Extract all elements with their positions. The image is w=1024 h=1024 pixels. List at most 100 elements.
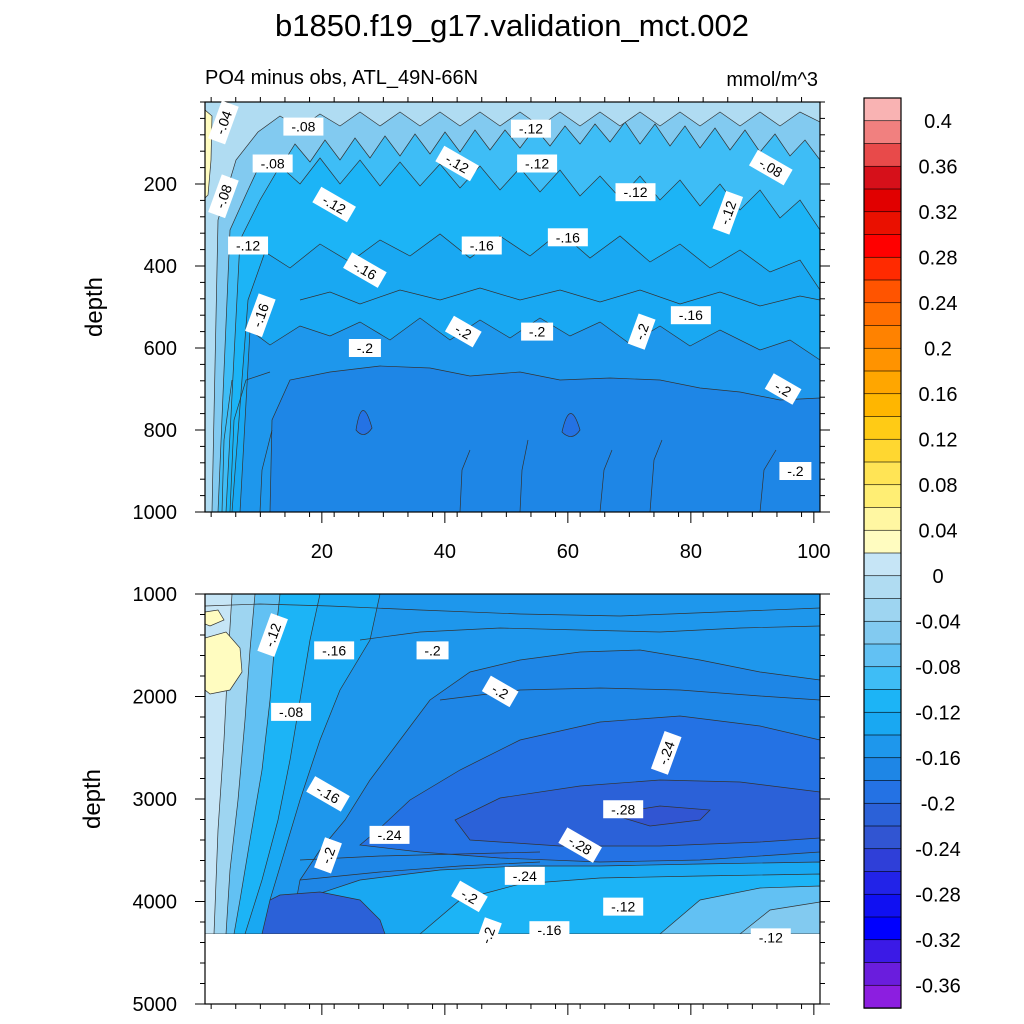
contour-label: -.08 xyxy=(271,702,312,721)
contour-label-box xyxy=(369,825,410,844)
contour-label-box xyxy=(306,776,350,812)
colorbar-label: -0.12 xyxy=(915,702,961,724)
contour-label-box xyxy=(481,675,519,708)
contour-label-box xyxy=(461,236,502,255)
colorbar-swatch xyxy=(863,689,902,713)
contour-label-text: -.08 xyxy=(291,119,315,135)
upper-contour-field xyxy=(205,102,820,512)
colorbar-label: 0.32 xyxy=(919,202,958,224)
contour-label-box xyxy=(712,190,744,235)
contour-label-box xyxy=(615,183,656,202)
contour-label-text: -.08 xyxy=(279,704,303,720)
lower-panel: 1000 2000 3000 4000 5000 depth -.12 -.16 -.2 -.… xyxy=(79,584,830,1016)
colorbar-swatch xyxy=(863,234,902,258)
colorbar-swatch xyxy=(863,666,902,691)
contour-label-box xyxy=(650,731,682,775)
colorbar-swatch xyxy=(863,962,902,986)
contour-label-box xyxy=(670,306,711,325)
contour-label: -.16 xyxy=(670,306,711,325)
contour-label: -.2 xyxy=(764,373,802,405)
colorbar-label: 0 xyxy=(932,566,943,588)
contour-label-box xyxy=(558,827,602,863)
colorbar-swatch xyxy=(863,984,902,1009)
colorbar-swatch xyxy=(863,165,902,190)
contour-label-box xyxy=(510,119,551,138)
contour-label-text: -.12 xyxy=(519,121,543,137)
contour-label-text: -.16 xyxy=(556,229,580,245)
contour-label: -.16 xyxy=(461,236,502,255)
contour-label: -.12 xyxy=(712,190,744,235)
contour-label: -.2 xyxy=(444,315,482,348)
colorbar-label: 0.2 xyxy=(924,338,952,360)
contour-label-box xyxy=(271,702,312,721)
lower-yellow-patch-2 xyxy=(205,631,243,695)
contour-label-text: -.16 xyxy=(322,642,346,658)
contour-label-box xyxy=(435,145,479,182)
lower-y-axis: 1000 2000 3000 4000 5000 xyxy=(133,584,830,1016)
contour-label-box xyxy=(529,921,570,940)
contour-label-text: -.12 xyxy=(525,156,549,172)
contour-label-box xyxy=(748,149,793,186)
y-tick-label: 2000 xyxy=(133,687,178,709)
chart-subtitle: PO4 minus obs, ATL_49N-66N xyxy=(205,67,478,89)
contour-label-text: -.12 xyxy=(716,198,739,226)
contour-label: -.08 xyxy=(208,174,239,219)
contour-label-text: -.12 xyxy=(611,899,635,915)
contour-label-text: -.2 xyxy=(631,321,652,342)
contour-label: -.08 xyxy=(748,149,793,186)
lower-band-n20 xyxy=(205,594,820,935)
contour-label-text: -.2 xyxy=(787,463,804,479)
colorbar-label: 0.4 xyxy=(924,111,952,133)
contour-label: -.24 xyxy=(369,825,410,844)
contour-label: -.2 xyxy=(521,322,554,341)
y-tick-label: 800 xyxy=(144,420,177,442)
contour-label: -.16 xyxy=(529,921,570,940)
colorbar-swatch xyxy=(863,211,902,236)
colorbar-swatch xyxy=(863,893,902,918)
colorbar-swatch xyxy=(863,120,902,145)
colorbar-swatch xyxy=(863,393,902,418)
colorbar-swatch xyxy=(863,780,902,804)
colorbar-swatch xyxy=(863,620,902,645)
upper-yellow-patch xyxy=(205,109,213,199)
upper-contour-lines xyxy=(221,287,820,512)
x-tick-label: 80 xyxy=(680,541,702,563)
colorbar-swatch xyxy=(863,461,902,486)
contour-label-box xyxy=(343,252,387,288)
contour-label-box xyxy=(779,462,812,480)
contour-label-box xyxy=(603,897,644,916)
contour-label-box xyxy=(547,228,588,247)
colorbar-swatch xyxy=(863,370,902,395)
contour-label: -.08 xyxy=(252,154,293,173)
contour-label: -.08 xyxy=(283,117,324,136)
contour-label-text: -.16 xyxy=(537,922,561,938)
contour-label: -.28 xyxy=(603,800,644,819)
colorbar-swatch xyxy=(863,279,902,304)
contour-label: -.12 xyxy=(615,183,656,202)
contour-label: -.04 xyxy=(208,100,239,145)
contour-label-box xyxy=(517,154,558,173)
lower-ylabel: depth xyxy=(79,769,106,829)
contour-label-text: -.2 xyxy=(772,378,794,400)
contour-label-box xyxy=(750,928,791,947)
x-tick-label: 20 xyxy=(311,541,333,563)
colorbar-swatch xyxy=(863,939,902,964)
contour-label: -.2 xyxy=(314,837,342,874)
colorbar-swatch xyxy=(863,97,902,122)
colorbar-swatch xyxy=(863,643,902,668)
colorbar-label: -0.36 xyxy=(915,975,961,997)
contour-label: -.12 xyxy=(257,613,288,657)
contour-label: -.2 xyxy=(348,339,381,357)
colorbar-label: 0.16 xyxy=(919,384,958,406)
colorbar-label: -0.16 xyxy=(915,748,961,770)
colorbar-label: -0.4 xyxy=(921,1021,955,1024)
colorbar-label: -0.2 xyxy=(921,793,955,815)
contour-label-box xyxy=(228,236,269,255)
lower-contour-field xyxy=(205,594,820,1004)
contour-label-text: -.2 xyxy=(478,925,499,946)
upper-pocket-2 xyxy=(561,413,581,437)
colorbar-swatch xyxy=(863,757,902,782)
y-tick-label: 4000 xyxy=(133,892,178,914)
colorbar-label: -0.28 xyxy=(915,884,961,906)
colorbar-swatch xyxy=(863,871,902,895)
